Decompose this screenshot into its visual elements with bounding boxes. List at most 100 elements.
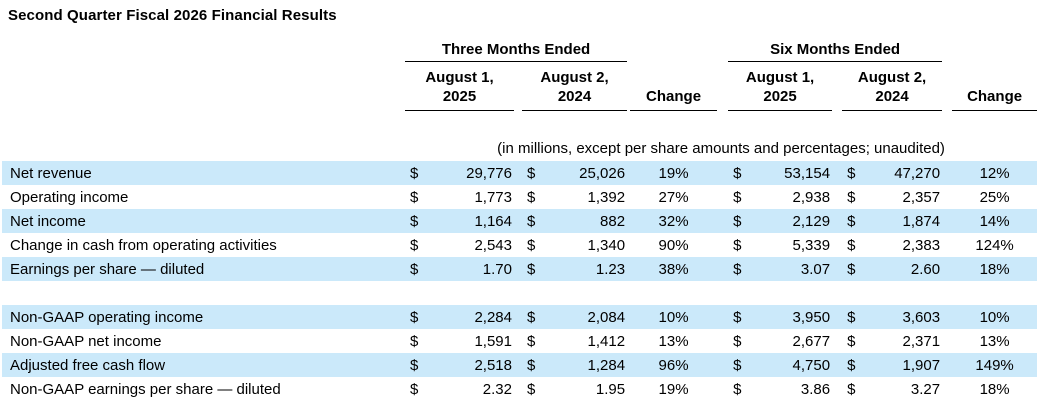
row-label: Change in cash from operating activities <box>10 236 277 254</box>
dollar-sign: $ <box>527 380 536 398</box>
change-cell: 25% <box>979 188 1010 206</box>
value-cell: 1,164 <box>474 212 512 230</box>
dollar-sign: $ <box>527 356 536 374</box>
dollar-sign: $ <box>527 164 536 182</box>
page-title: Second Quarter Fiscal 2026 Financial Res… <box>8 7 337 24</box>
row-label: Non-GAAP net income <box>10 332 162 350</box>
change-cell: 90% <box>658 236 689 254</box>
value-cell: 2,084 <box>587 308 626 326</box>
change-cell: 18% <box>979 260 1010 278</box>
group-header-row: Three Months Ended Six Months Ended <box>2 37 1037 62</box>
dollar-sign: $ <box>847 236 856 254</box>
table-row: Earnings per share — diluted $ 1.70 $ 1.… <box>2 257 1038 281</box>
change-cell: 96% <box>658 356 689 374</box>
dollar-sign: $ <box>733 164 742 182</box>
value-cell: 1,412 <box>587 332 626 350</box>
value-cell: 1.95 <box>595 380 626 398</box>
table-row: Non-GAAP net income $ 1,591 $ 1,412 13% … <box>2 329 1037 353</box>
value-cell: 29,776 <box>466 164 512 182</box>
table-row: Net income $ 1,164 $ 882 32% $ 2,129 $ 1… <box>2 209 1038 233</box>
table-row: Non-GAAP operating income $ 2,284 $ 2,08… <box>2 305 1038 329</box>
table-row: Net revenue $ 29,776 $ 25,026 19% $ 53,1… <box>2 161 1038 185</box>
col-header-line: 2025 <box>763 87 797 105</box>
dollar-sign: $ <box>847 332 856 350</box>
change-cell: 13% <box>658 332 689 350</box>
table-row: Adjusted free cash flow $ 2,518 $ 1,284 … <box>2 353 1038 377</box>
value-cell: 53,154 <box>784 164 831 182</box>
value-cell: 1,340 <box>587 236 626 254</box>
value-cell: 2,357 <box>902 188 941 206</box>
col-header-line: August 1, <box>745 68 815 86</box>
dollar-sign: $ <box>410 188 419 206</box>
dollar-sign: $ <box>733 236 742 254</box>
value-cell: 1,392 <box>587 188 626 206</box>
financial-results-table: Three Months Ended Six Months Ended Augu… <box>2 37 1038 401</box>
value-cell: 3,950 <box>792 308 831 326</box>
value-cell: 3,603 <box>902 308 941 326</box>
table-row: Non-GAAP earnings per share — diluted $ … <box>2 377 1037 401</box>
col-header-aug1-2025-3m: August 1, 2025 <box>405 61 514 111</box>
dollar-sign: $ <box>527 236 536 254</box>
dollar-sign: $ <box>410 260 419 278</box>
col-header-aug2-2024-3m: August 2, 2024 <box>522 61 628 111</box>
row-label: Net revenue <box>10 164 92 182</box>
group-header-six-months: Six Months Ended <box>728 37 943 62</box>
dollar-sign: $ <box>847 356 856 374</box>
row-label: Adjusted free cash flow <box>10 356 166 374</box>
change-cell: 18% <box>979 380 1010 398</box>
value-cell: 2,518 <box>474 356 512 374</box>
units-note-row: (in millions, except per share amounts a… <box>2 137 1037 161</box>
value-cell: 4,750 <box>792 356 831 374</box>
value-cell: 2,129 <box>792 212 831 230</box>
dollar-sign: $ <box>527 188 536 206</box>
dollar-sign: $ <box>847 308 856 326</box>
units-note: (in millions, except per share amounts a… <box>497 140 945 157</box>
dollar-sign: $ <box>733 188 742 206</box>
col-header-line: August 2, <box>540 68 609 86</box>
change-cell: 13% <box>979 332 1010 350</box>
change-cell: 38% <box>658 260 689 278</box>
dollar-sign: $ <box>847 188 856 206</box>
value-cell: 1,284 <box>587 356 626 374</box>
dollar-sign: $ <box>527 212 536 230</box>
col-header-line: 2024 <box>557 87 592 105</box>
value-cell: 2.60 <box>910 260 941 278</box>
col-header-line: 2024 <box>875 87 909 105</box>
col-header-aug2-2024-6m: August 2, 2024 <box>842 61 943 111</box>
value-cell: 2,383 <box>902 236 941 254</box>
dollar-sign: $ <box>733 308 742 326</box>
col-header-line: August 2, <box>857 68 927 86</box>
col-header-line: August 1, <box>425 68 494 86</box>
dollar-sign: $ <box>847 260 856 278</box>
dollar-sign: $ <box>733 212 742 230</box>
change-cell: 124% <box>975 236 1014 254</box>
value-cell: 3.86 <box>800 380 831 398</box>
change-cell: 27% <box>658 188 689 206</box>
col-header-line: 2025 <box>442 87 477 105</box>
dollar-sign: $ <box>527 308 536 326</box>
value-cell: 1,907 <box>902 356 941 374</box>
table-row: Change in cash from operating activities… <box>2 233 1037 257</box>
col-header-change-3m: Change <box>630 61 718 111</box>
value-cell: 2.32 <box>482 380 512 398</box>
dollar-sign: $ <box>410 380 419 398</box>
value-cell: 1,773 <box>474 188 512 206</box>
dollar-sign: $ <box>527 260 536 278</box>
dollar-sign: $ <box>410 308 419 326</box>
change-cell: 12% <box>979 164 1010 182</box>
dollar-sign: $ <box>733 332 742 350</box>
row-label: Non-GAAP operating income <box>10 308 204 326</box>
value-cell: 1.70 <box>482 260 512 278</box>
value-cell: 2,677 <box>792 332 831 350</box>
value-cell: 2,938 <box>792 188 831 206</box>
change-cell: 14% <box>979 212 1010 230</box>
row-label: Non-GAAP earnings per share — diluted <box>10 380 281 398</box>
col-header-aug1-2025-6m: August 1, 2025 <box>728 61 833 111</box>
change-cell: 149% <box>975 356 1014 374</box>
value-cell: 2,284 <box>474 308 512 326</box>
dollar-sign: $ <box>410 164 419 182</box>
dollar-sign: $ <box>847 164 856 182</box>
dollar-sign: $ <box>847 380 856 398</box>
value-cell: 25,026 <box>579 164 626 182</box>
row-label: Earnings per share — diluted <box>10 260 205 278</box>
